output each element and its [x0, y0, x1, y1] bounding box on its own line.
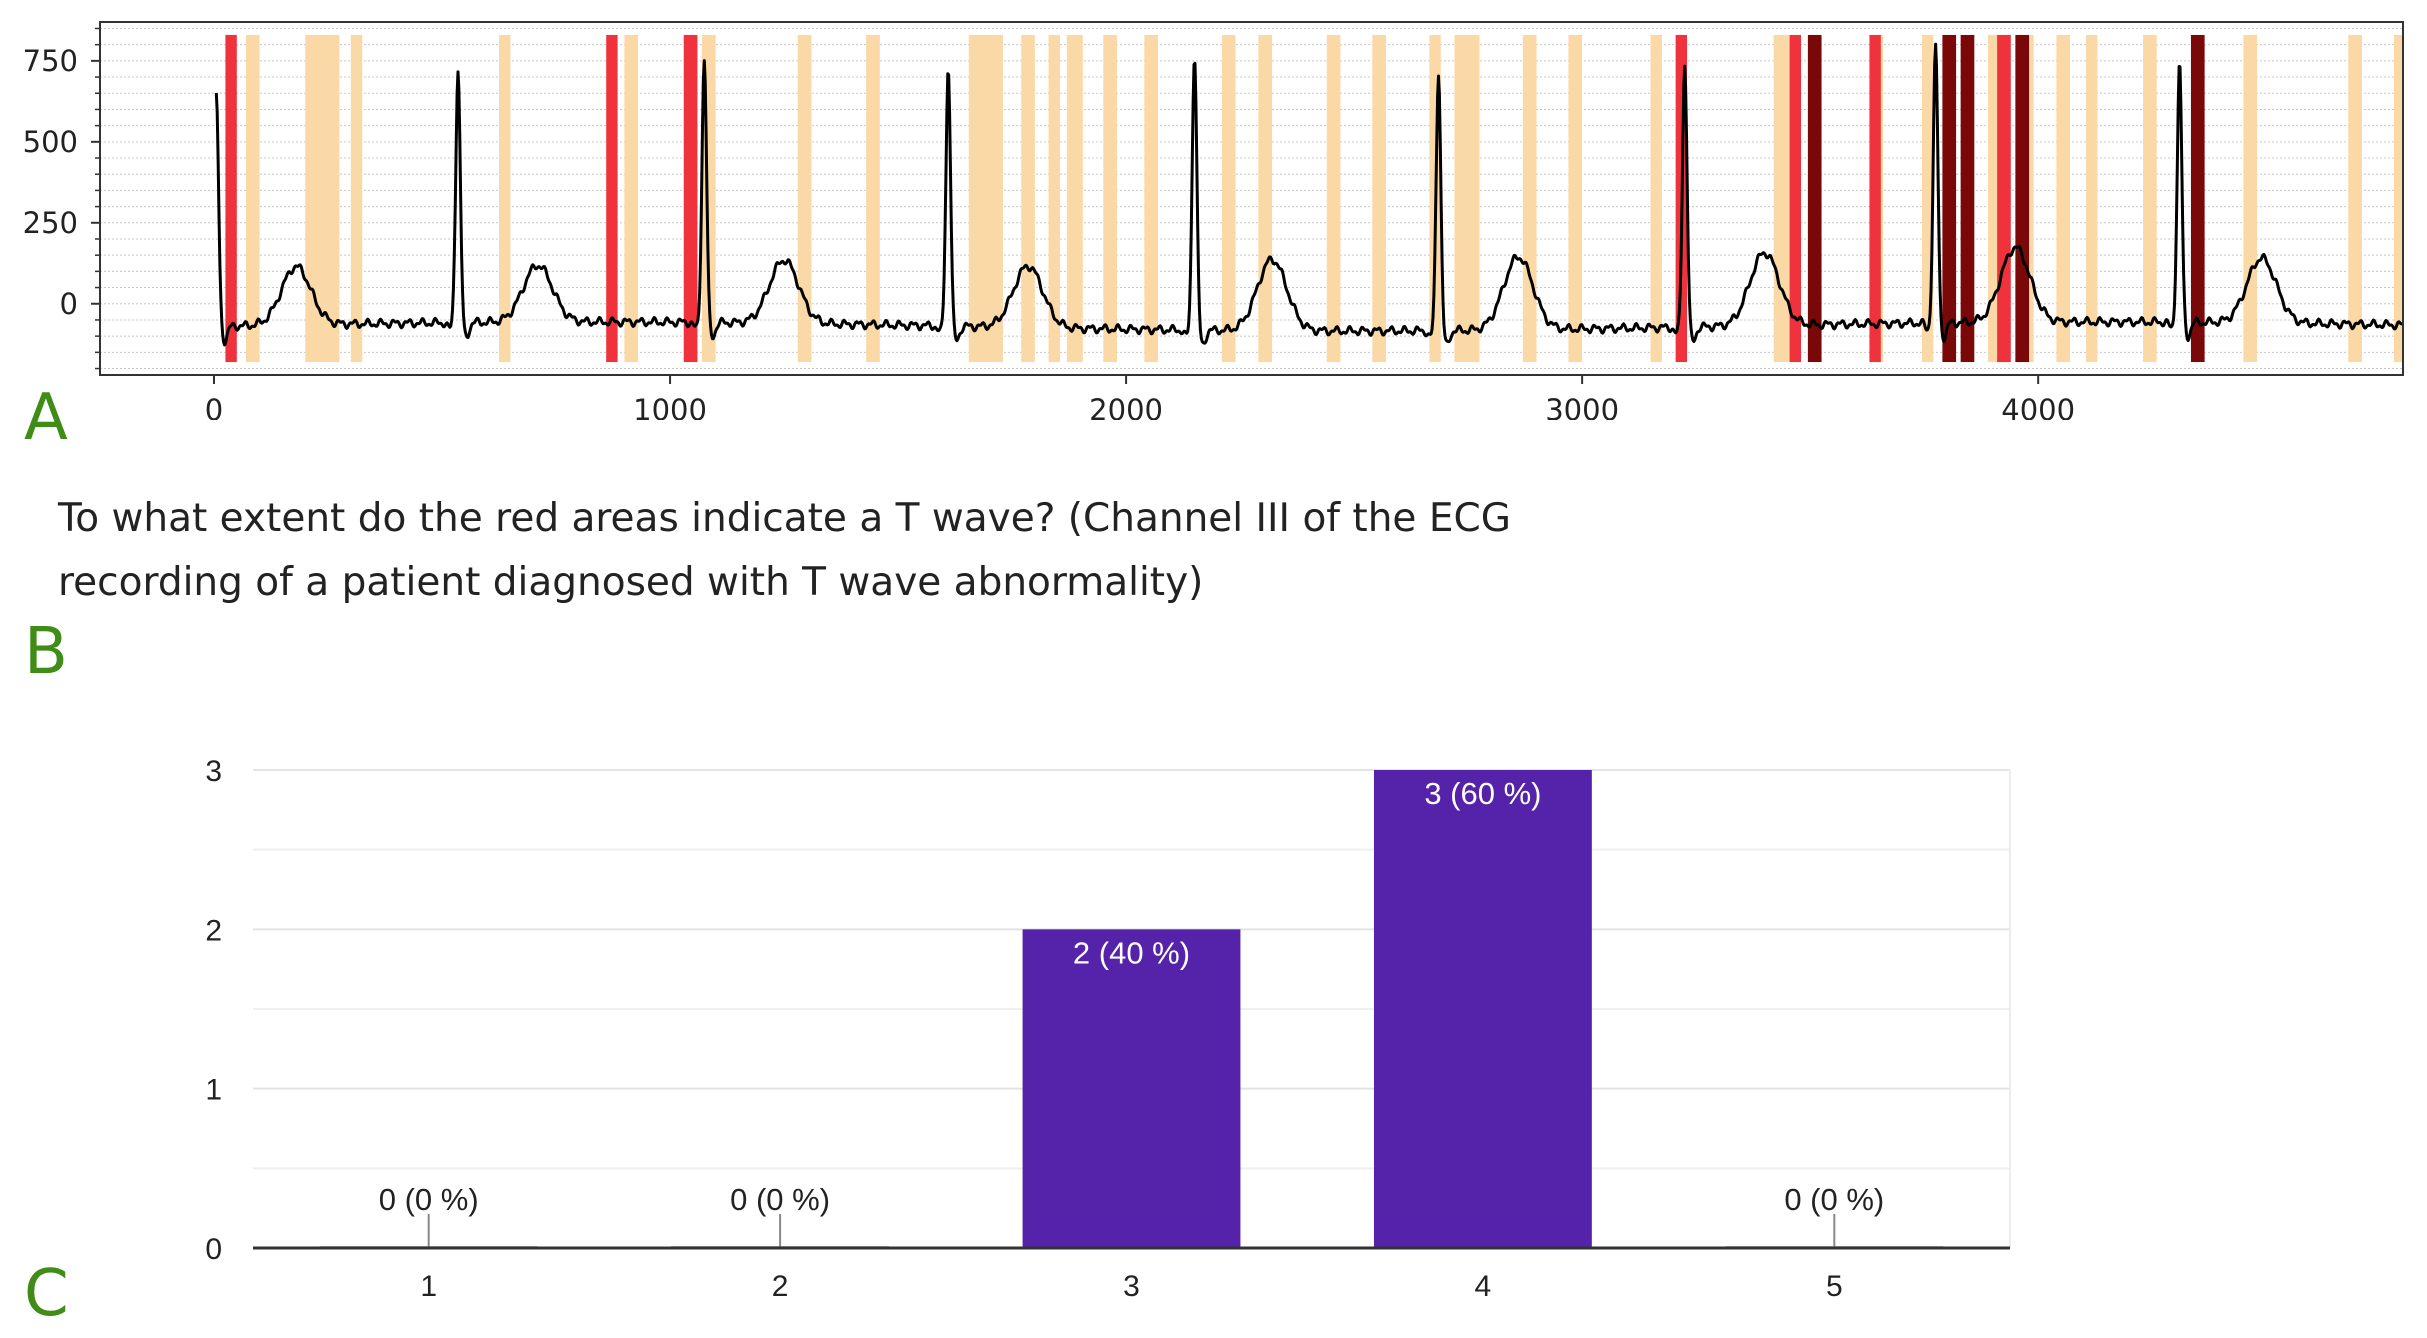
ecg-x-tick-label: 3000	[1545, 393, 1619, 420]
ecg-highlight-red	[1997, 34, 2011, 363]
bar-x-tick-label: 1	[420, 1270, 437, 1303]
ecg-plot-frame	[99, 21, 2404, 376]
ecg-highlight-light	[2143, 34, 2157, 363]
ecg-highlight-light	[2243, 34, 2258, 363]
question-line-2: recording of a patient diagnosed with T …	[58, 560, 1204, 605]
ecg-highlight-dark	[1807, 34, 1822, 363]
ecg-y-tick-label: 0	[60, 287, 78, 321]
ecg-x-tick-label: 2000	[1089, 393, 1163, 420]
ecg-highlight-dark	[1942, 34, 1957, 363]
ecg-highlight-light	[1921, 34, 1934, 363]
ecg-highlight-dark	[2015, 34, 2030, 363]
question-text: To what extent do the red areas indicate…	[58, 487, 1658, 615]
bar-value-label: 0 (0 %)	[730, 1182, 830, 1217]
bar-x-tick-label: 4	[1475, 1270, 1492, 1303]
ecg-highlight-light	[1048, 34, 1060, 363]
bar-x-tick-label: 3	[1123, 1270, 1140, 1303]
bar-value-label: 0 (0 %)	[1784, 1182, 1884, 1217]
ecg-highlight-light	[1568, 34, 1583, 363]
panel-label-c: C	[24, 1257, 69, 1331]
ecg-highlight-dark	[2190, 34, 2205, 363]
ecg-highlight-light	[1650, 34, 1662, 363]
ecg-x-tick-label: 4000	[2001, 393, 2075, 420]
ecg-highlight-light	[2056, 34, 2071, 363]
panel-label-a: A	[24, 381, 68, 455]
ecg-highlight-red	[606, 34, 618, 363]
bar-y-tick-label: 1	[205, 1074, 222, 1107]
ecg-highlight-light	[2348, 34, 2362, 363]
ecg-highlight-light	[797, 34, 812, 363]
bar-value-label: 0 (0 %)	[379, 1182, 479, 1217]
ecg-highlight-light	[1454, 34, 1480, 363]
bar-4	[1373, 770, 1592, 1248]
ecg-highlight-light	[2393, 34, 2403, 363]
ecg-highlight-light	[624, 34, 639, 363]
ecg-highlight-light	[499, 34, 511, 363]
ecg-highlight-light	[1522, 34, 1537, 363]
ecg-highlight-light	[1103, 34, 1117, 363]
ecg-highlight-light	[866, 34, 880, 363]
ecg-highlight-red	[225, 34, 237, 363]
ecg-highlight-dark	[1960, 34, 1975, 363]
ecg-highlight-red	[683, 34, 698, 363]
ecg-y-tick-label: 250	[23, 206, 78, 240]
bar-y-tick-label: 3	[205, 755, 222, 788]
question-line-1: To what extent do the red areas indicate…	[58, 496, 1511, 541]
ecg-highlight-light	[1258, 34, 1273, 363]
bar-y-tick-label: 2	[205, 914, 222, 947]
panel-label-b: B	[24, 615, 68, 689]
ecg-highlight-light	[1144, 34, 1159, 363]
ecg-highlight-light	[968, 34, 1003, 363]
ecg-highlight-light	[350, 34, 363, 363]
response-bar-chart: 0 1 2 3 0 (0 %) 1 0 (0 %) 2 2 (40 %) 3 3 (60 %) 4 0 …	[205, 755, 2011, 1303]
ecg-signal-trace	[214, 42, 2404, 347]
ecg-highlight-light	[1066, 34, 1083, 363]
bar-3	[1022, 929, 1241, 1248]
bar-value-label: 3 (60 %)	[1424, 776, 1541, 811]
ecg-highlight-light	[1021, 34, 1035, 363]
ecg-y-tick-label: 750	[23, 44, 78, 78]
ecg-y-tick-label: 500	[23, 125, 78, 159]
ecg-highlight-red	[1869, 34, 1881, 363]
ecg-chart: 0 250 500 750 0 1000 2000 3000 4000	[23, 21, 2404, 420]
ecg-x-tick-label: 0	[205, 393, 223, 420]
bar-y-tick-label: 0	[205, 1233, 222, 1266]
bar-value-label: 2 (40 %)	[1073, 935, 1190, 970]
ecg-highlight-light	[1372, 34, 1387, 363]
ecg-highlight-light	[1326, 34, 1341, 363]
bar-x-tick-label: 5	[1826, 1270, 1843, 1303]
ecg-highlight-light	[245, 34, 260, 363]
ecg-x-tick-label: 1000	[633, 393, 707, 420]
ecg-highlight-light	[305, 34, 340, 363]
ecg-highlight-light	[1221, 34, 1236, 363]
ecg-highlight-light	[2086, 34, 2098, 363]
bar-x-tick-label: 2	[772, 1270, 789, 1303]
ecg-highlight-red	[1789, 34, 1802, 363]
